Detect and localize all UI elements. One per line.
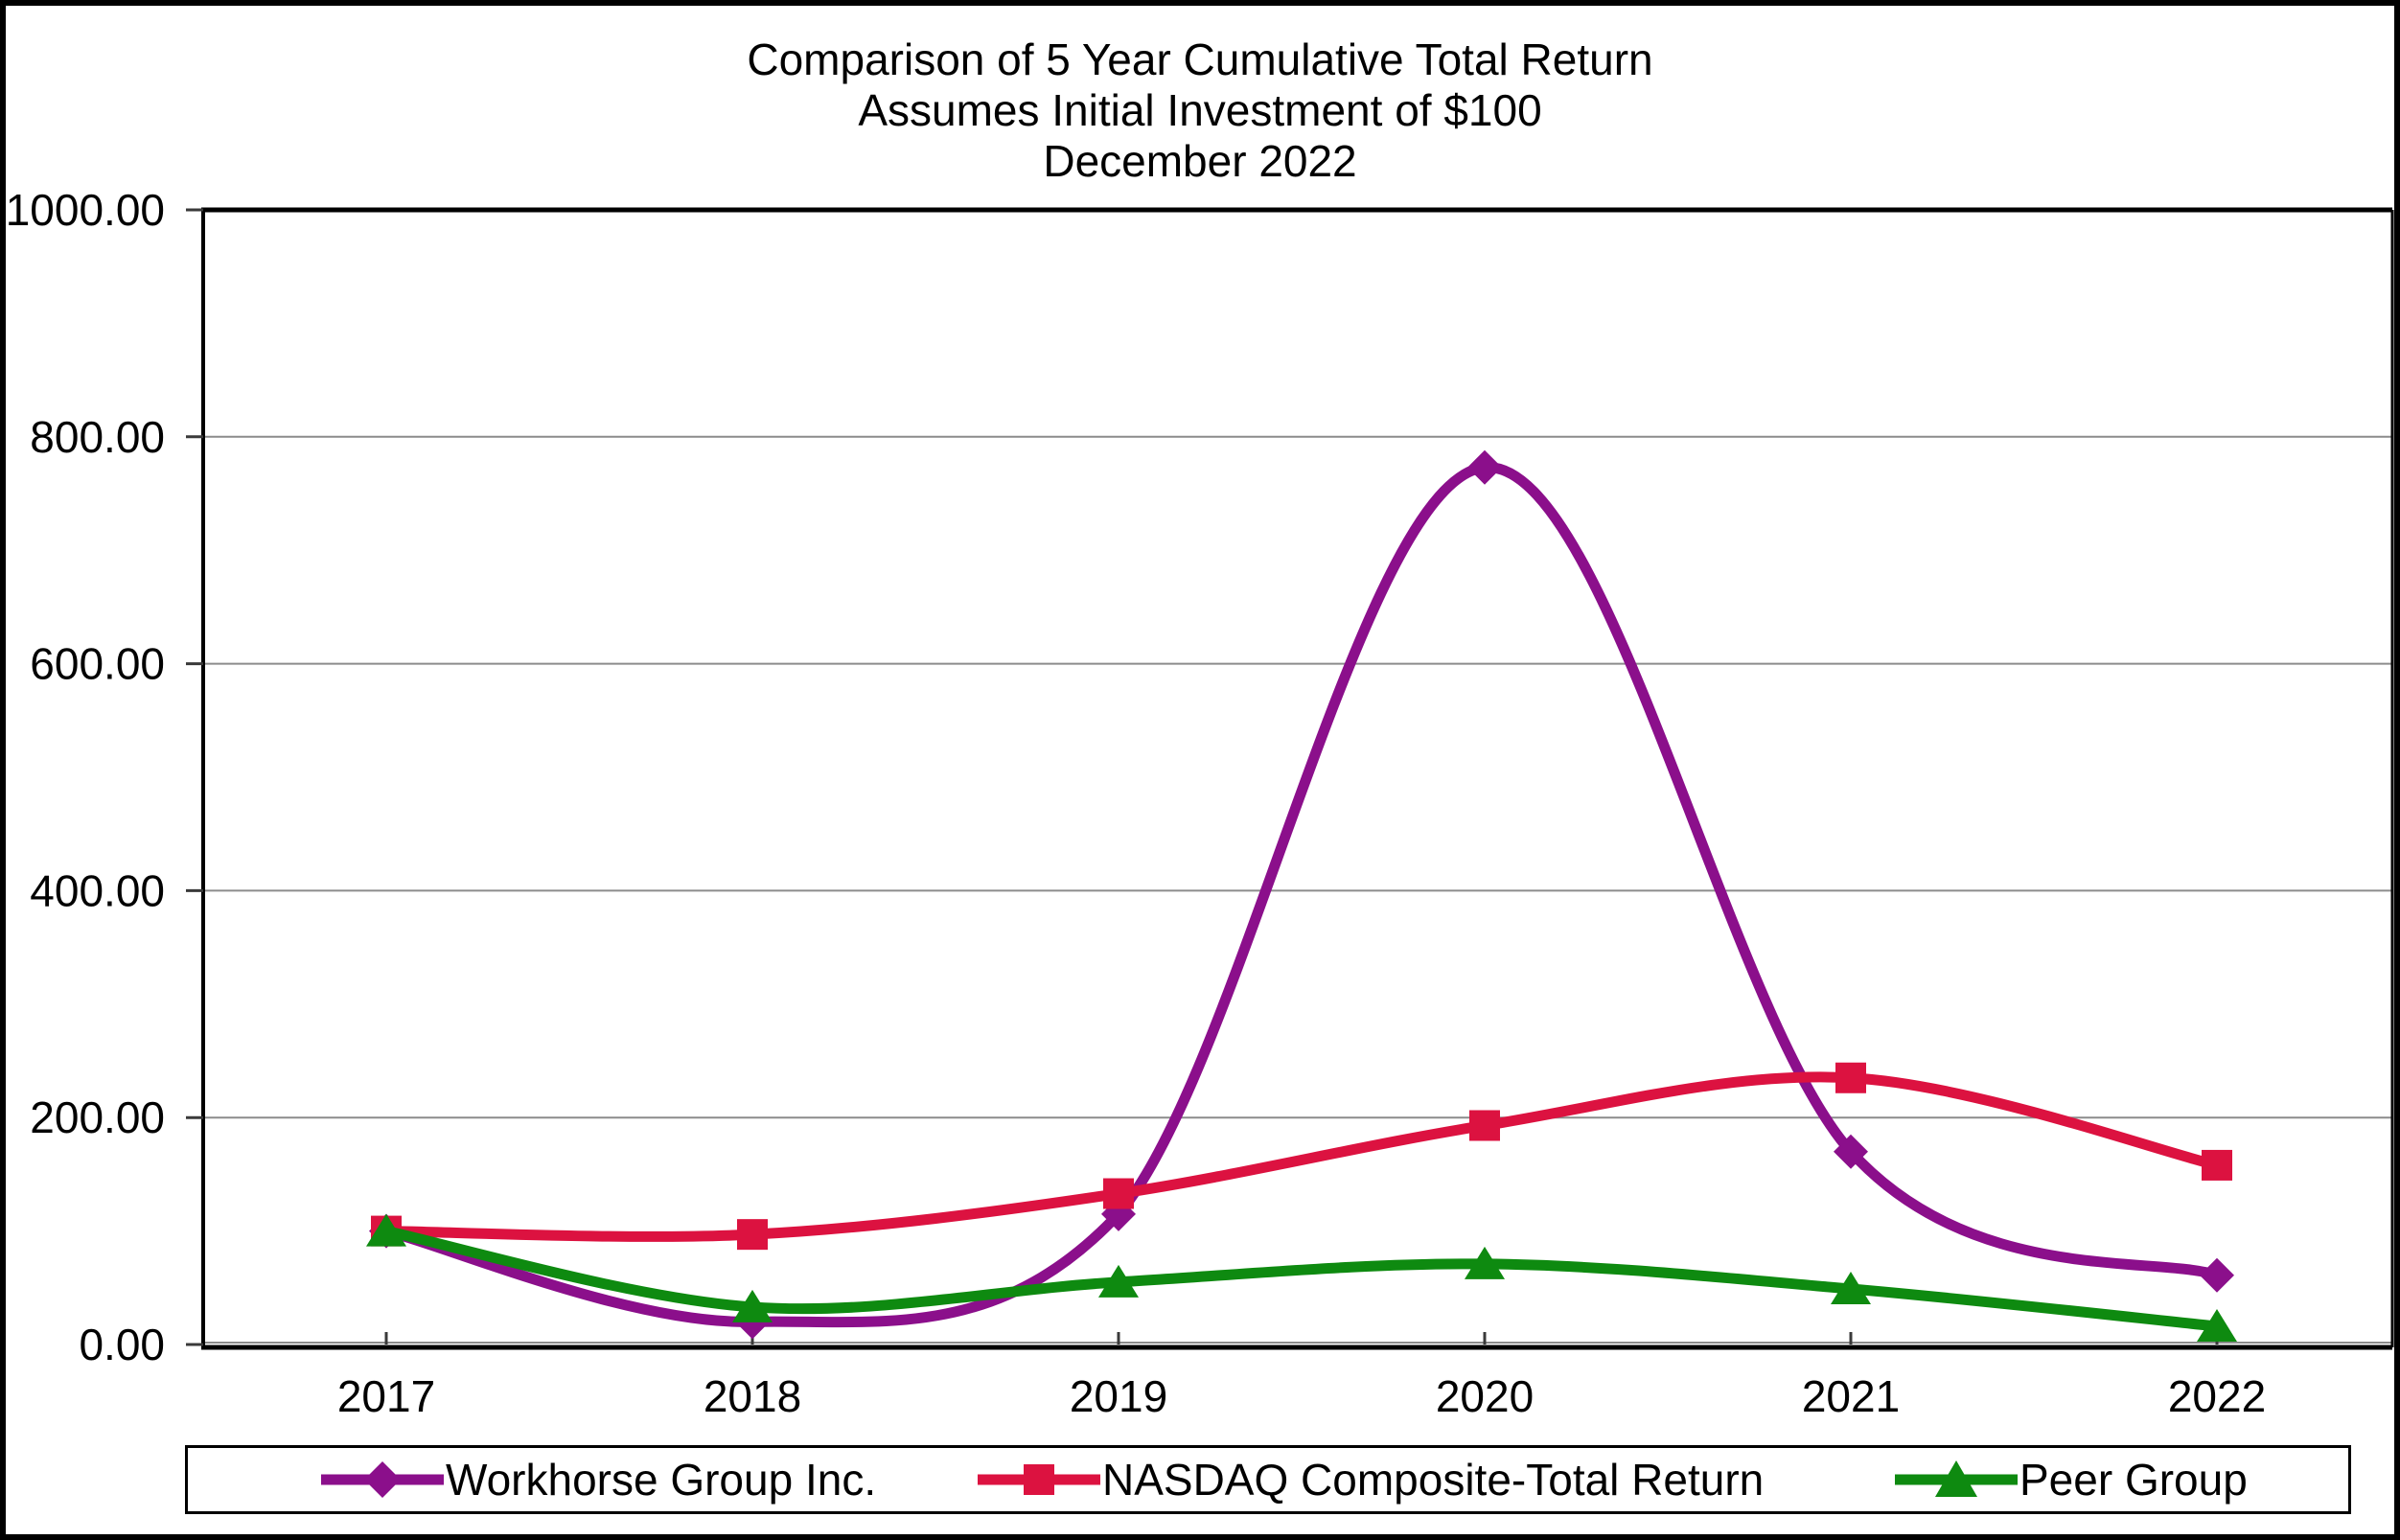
series-marker-triangle <box>2197 1309 2237 1343</box>
series-marker-diamond <box>1834 1134 1868 1169</box>
series-marker-triangle <box>732 1289 773 1322</box>
legend-item-workhorse-group-inc: Workhorse Group Inc. <box>319 1448 876 1511</box>
chart-title: Comparison of 5 Year Cumulative Total Re… <box>6 34 2394 187</box>
y-axis-label: 200.00 <box>30 1092 165 1142</box>
series-workhorse-group-inc <box>369 449 2234 1340</box>
y-axis-label: 400.00 <box>30 865 165 915</box>
x-axis-label: 2020 <box>1436 1371 1534 1421</box>
y-axis-label: 800.00 <box>30 412 165 462</box>
series-marker-diamond <box>2200 1257 2234 1293</box>
series-marker-triangle <box>1465 1246 1505 1279</box>
series-line-peer-group <box>381 1226 2223 1332</box>
series-marker-square <box>737 1219 768 1251</box>
legend-marker-square-icon <box>978 1464 1100 1495</box>
data-series <box>366 449 2237 1343</box>
legend-marker-triangle-icon <box>1895 1460 2018 1497</box>
y-axis-label: 1000.00 <box>6 185 165 235</box>
series-marker-square <box>2202 1149 2232 1181</box>
chart-title-line-1: Comparison of 5 Year Cumulative Total Re… <box>747 34 1653 84</box>
series-marker-square <box>1469 1110 1500 1141</box>
x-axis-label: 2017 <box>337 1371 435 1421</box>
gridlines <box>203 435 2392 1119</box>
chart-title-line-3: December 2022 <box>1043 136 1357 186</box>
legend: Workhorse Group Inc. NASDAQ Composite-To… <box>185 1445 2351 1514</box>
x-axis-label: 2019 <box>1070 1371 1167 1421</box>
series-line-nasdaq-composite-total-return <box>381 1071 2223 1242</box>
legend-item-nasdaq-composite-total-return: NASDAQ Composite-Total Return <box>976 1448 1764 1511</box>
plot-area: 0.00 200.00 400.00 600.00 800.00 1000.00 2017 2… <box>6 185 2394 1421</box>
series-line-workhorse-group-inc <box>381 462 2223 1328</box>
series-marker-square <box>1103 1178 1134 1209</box>
series-marker-square <box>1835 1062 1866 1093</box>
x-axis-label: 2021 <box>1802 1371 1900 1421</box>
legend-label-workhorse-group-inc: Workhorse Group Inc. <box>446 1455 877 1505</box>
legend-item-peer-group: Peer Group <box>1893 1448 2248 1511</box>
chart-title-line-2: Assumes Initial Investment of $100 <box>858 85 1542 135</box>
x-axis-label: 2018 <box>704 1371 801 1421</box>
axis-ticks <box>186 208 2219 1346</box>
x-axis-label: 2022 <box>2168 1371 2266 1421</box>
axis-labels: 0.00 200.00 400.00 600.00 800.00 1000.00 2017 2… <box>6 185 2266 1421</box>
series-marker-triangle <box>1831 1271 1871 1304</box>
legend-marker-diamond-icon <box>321 1461 444 1498</box>
y-axis-label: 0.00 <box>79 1320 165 1369</box>
series-peer-group <box>366 1213 2237 1343</box>
series-marker-diamond <box>1467 449 1502 485</box>
series-marker-triangle <box>366 1213 406 1247</box>
series-marker-triangle <box>1098 1264 1139 1298</box>
legend-label-peer-group: Peer Group <box>2019 1455 2248 1505</box>
y-axis-label: 600.00 <box>30 639 165 689</box>
plot-frame <box>201 207 2394 1350</box>
legend-label-nasdaq-composite-total-return: NASDAQ Composite-Total Return <box>1102 1455 1765 1505</box>
